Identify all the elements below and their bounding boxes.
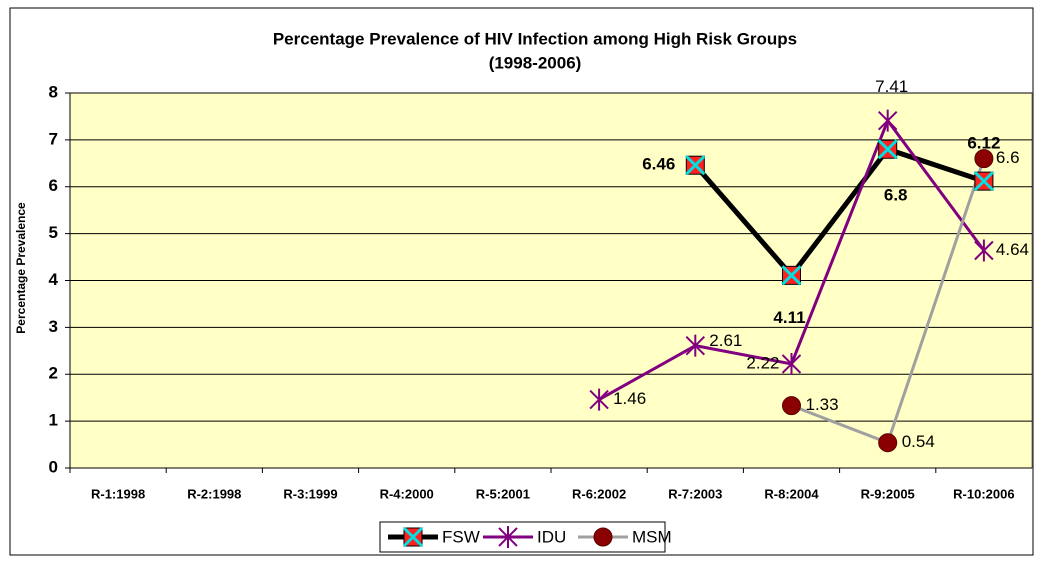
marker	[402, 526, 424, 548]
y-tick-label: 5	[49, 223, 58, 242]
y-tick-label: 7	[49, 129, 58, 148]
marker	[781, 352, 802, 375]
marker	[782, 396, 801, 416]
x-tick-label: R-8:2004	[764, 486, 819, 501]
legend-label: MSM	[632, 527, 672, 546]
x-tick-label: R-10:2006	[953, 486, 1014, 501]
marker	[974, 149, 994, 169]
y-tick-label: 2	[49, 364, 58, 383]
y-tick-label: 4	[49, 270, 59, 289]
marker-cross	[973, 171, 994, 192]
marker-cross	[402, 526, 424, 548]
data-label: 6.8	[884, 186, 908, 205]
legend-label: IDU	[537, 527, 566, 546]
marker	[589, 388, 609, 411]
chart-subtitle: (1998-2006)	[489, 53, 582, 72]
data-label: 6.6	[996, 148, 1020, 167]
data-label: 2.22	[746, 353, 779, 372]
y-axis-label: Percentage Prevalence	[14, 202, 28, 334]
x-tick-label: R-5:2001	[476, 486, 530, 501]
marker	[498, 526, 518, 548]
marker	[877, 109, 898, 132]
marker	[781, 265, 802, 286]
marker-cross	[781, 265, 802, 286]
x-tick-label: R-2:1998	[187, 486, 241, 501]
data-label: 1.33	[806, 395, 839, 414]
marker-cross	[685, 155, 706, 176]
data-label: 7.41	[875, 77, 908, 96]
marker	[878, 433, 898, 453]
y-tick-label: 0	[49, 457, 58, 476]
x-tick-label: R-9:2005	[861, 486, 915, 501]
marker-cross	[877, 139, 898, 160]
y-tick-label: 3	[49, 317, 58, 336]
marker	[593, 527, 613, 547]
marker	[973, 171, 994, 192]
marker	[685, 334, 706, 357]
data-label: 1.46	[613, 389, 646, 408]
series-line	[693, 146, 985, 278]
data-label: 2.61	[709, 331, 742, 350]
data-label: 4.11	[773, 308, 805, 327]
legend-label: FSW	[442, 527, 480, 546]
marker	[974, 239, 994, 262]
x-tick-label: R-4:2000	[380, 486, 434, 501]
chart-title: Percentage Prevalence of HIV Infection a…	[273, 29, 797, 48]
x-tick-label: R-1:1998	[91, 486, 145, 501]
marker	[877, 139, 898, 160]
y-tick-label: 8	[49, 82, 58, 101]
data-label: 6.12	[967, 134, 1000, 153]
data-label: 6.46	[642, 155, 675, 174]
data-label: 0.54	[902, 432, 935, 451]
x-tick-label: R-6:2002	[572, 486, 626, 501]
marker	[685, 155, 706, 176]
data-label: 4.64	[996, 240, 1029, 259]
y-tick-label: 6	[49, 176, 58, 195]
x-tick-label: R-3:1999	[283, 486, 337, 501]
x-tick-label: R-7:2003	[668, 486, 722, 501]
y-tick-label: 1	[49, 411, 58, 430]
